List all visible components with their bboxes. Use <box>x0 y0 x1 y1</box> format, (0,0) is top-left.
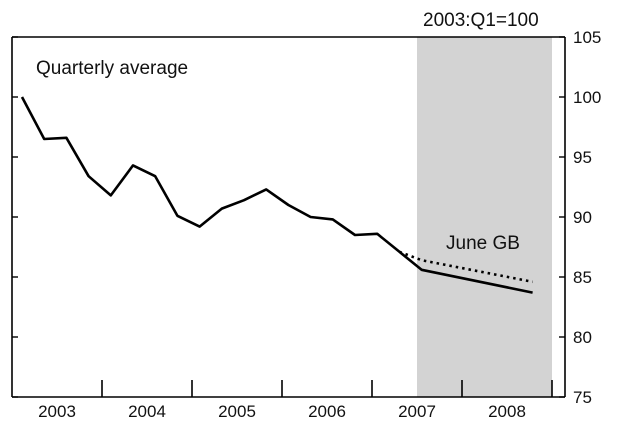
unit-label: 2003:Q1=100 <box>423 10 539 31</box>
y-tick-label: 90 <box>573 208 592 227</box>
y-tick-label: 80 <box>573 328 592 347</box>
actual-series-line <box>20 96 533 294</box>
series-label-june-gb: June GB <box>446 233 520 254</box>
shaded-forecast-period <box>417 37 552 397</box>
x-tick-label: 2008 <box>488 402 526 421</box>
x-tick-label: 2003 <box>38 402 76 421</box>
x-tick-label: 2005 <box>218 402 256 421</box>
annotation-text: Quarterly average <box>36 58 188 79</box>
y-tick-label: 105 <box>573 28 601 47</box>
y-tick-label: 100 <box>573 88 601 107</box>
x-tick-label: 2004 <box>128 402 166 421</box>
june-gb-series-line <box>398 250 533 284</box>
y-tick-label: 95 <box>573 148 592 167</box>
y-tick-label: 85 <box>573 268 592 287</box>
x-tick-label: 2006 <box>308 402 346 421</box>
y-tick-label: 75 <box>573 388 592 407</box>
x-tick-label: 2007 <box>398 402 436 421</box>
